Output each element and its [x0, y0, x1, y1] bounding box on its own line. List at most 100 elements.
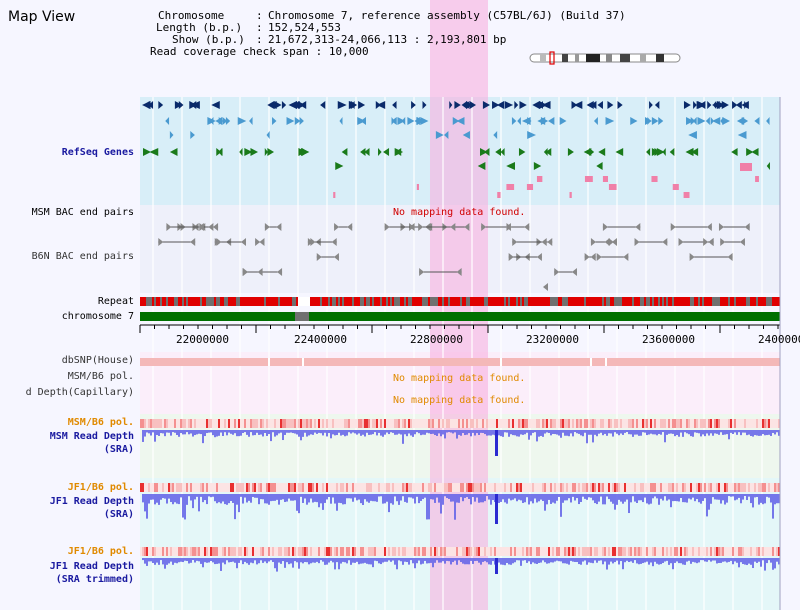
pol-cell [692, 419, 694, 428]
depth-bar [752, 494, 754, 508]
pol-cell [668, 483, 670, 492]
depth-bar [610, 430, 612, 434]
depth-bar [328, 558, 330, 563]
pol-cell [148, 419, 150, 428]
pol-cell [610, 483, 612, 492]
depth-bar [666, 430, 668, 435]
repeat-segment [146, 297, 148, 306]
depth-bar [470, 494, 472, 505]
pol-cell [554, 483, 556, 492]
refseq-genes-label[interactable]: RefSeq Genes [61, 147, 134, 158]
depth-bar [556, 430, 558, 435]
depth-bar [392, 430, 394, 433]
depth-bar [714, 430, 716, 434]
depth-bar [378, 558, 380, 564]
msm-b6-pol-label-1[interactable]: MSM/B6 pol. [67, 371, 134, 382]
depth-bar [604, 558, 606, 562]
pol-cell [282, 483, 284, 492]
pol-cell [512, 547, 514, 556]
depth-bar [760, 430, 762, 436]
depth-bar [498, 494, 500, 503]
pol-cell [368, 547, 370, 556]
jf1-read-depth-label[interactable]: JF1 Read Depth [49, 496, 134, 507]
gene-glyph [496, 101, 505, 109]
depth-bar [258, 430, 260, 435]
repeat-segment [688, 297, 690, 306]
depth-bar [402, 494, 404, 497]
pol-cell [728, 483, 730, 492]
pol-cell [518, 419, 520, 428]
pol-cell [522, 483, 524, 492]
repeat-label[interactable]: Repeat [97, 296, 134, 307]
depth-bar [696, 494, 698, 500]
depth-bar [390, 494, 392, 504]
depth-bar [298, 430, 300, 437]
msm-b6-pol-label-2[interactable]: MSM/B6 pol. [67, 417, 134, 428]
pol-cell [288, 483, 290, 492]
pol-cell [284, 419, 286, 428]
depth-bar [776, 558, 778, 562]
depth-bar [636, 558, 638, 564]
jf1-b6-pol-label-1[interactable]: JF1/B6 pol. [67, 482, 134, 493]
depth-bar [734, 558, 736, 562]
pol-cell [274, 419, 276, 428]
pol-cell [476, 419, 478, 428]
pol-cell [628, 419, 630, 428]
pol-cell [746, 419, 748, 428]
repeat-segment [620, 297, 622, 306]
repeat-segment [754, 297, 756, 306]
pol-cell [664, 483, 666, 492]
repeat-segment [198, 297, 200, 306]
depth-bar [264, 558, 266, 562]
chromosome-track-label[interactable]: chromosome 7 [61, 311, 134, 322]
depth-bar [358, 558, 360, 565]
jf1-b6-pol-label-2[interactable]: JF1/B6 pol. [67, 546, 134, 557]
pol-cell [152, 547, 154, 556]
pol-cell [468, 419, 470, 428]
pol-cell [538, 547, 540, 556]
depth-bar [752, 430, 754, 437]
repeat-segment [642, 297, 644, 306]
depth-bar [446, 430, 448, 433]
b6n-bac-label[interactable]: B6N BAC end pairs [31, 251, 134, 262]
pol-cell [654, 483, 656, 492]
pol-cell [702, 547, 704, 556]
depth-bar [168, 430, 170, 433]
dbsnp-label[interactable]: dbSNP(House) [61, 355, 134, 366]
gene-glyph [630, 117, 638, 125]
depth-bar [210, 494, 212, 498]
pol-cell [364, 547, 366, 556]
pol-cell [576, 419, 578, 428]
jf1-trimmed-depth-label[interactable]: JF1 Read Depth [49, 561, 134, 572]
repeat-segment [434, 297, 436, 306]
repeat-segment [590, 297, 592, 306]
pol-cell [620, 547, 622, 556]
pol-cell [340, 483, 342, 492]
msm-bac-label[interactable]: MSM BAC end pairs [31, 207, 134, 218]
pol-cell [418, 419, 420, 428]
depth-bar [764, 430, 766, 436]
depth-bar [602, 494, 604, 505]
depth-bar [204, 494, 206, 501]
depth-bar [286, 494, 288, 502]
depth-bar [536, 558, 538, 564]
bac-end [257, 268, 263, 276]
pol-cell [662, 483, 664, 492]
depth-bar [436, 494, 438, 498]
msm-read-depth-label[interactable]: MSM Read Depth [49, 431, 134, 442]
depth-bar [184, 494, 186, 520]
pol-cell [498, 483, 500, 492]
repeat-segment [768, 297, 770, 306]
pol-cell [718, 483, 720, 492]
depth-bar [436, 430, 438, 436]
pol-cell [356, 483, 358, 492]
capillary-depth-label[interactable]: d Depth(Capillary) [26, 387, 134, 399]
depth-bar [672, 558, 674, 570]
pol-cell [452, 419, 454, 428]
pol-cell [550, 483, 552, 492]
pol-cell [506, 547, 508, 556]
pol-cell [588, 419, 590, 428]
pol-cell [316, 483, 318, 492]
depth-bar [240, 494, 242, 497]
depth-bar [558, 558, 560, 562]
